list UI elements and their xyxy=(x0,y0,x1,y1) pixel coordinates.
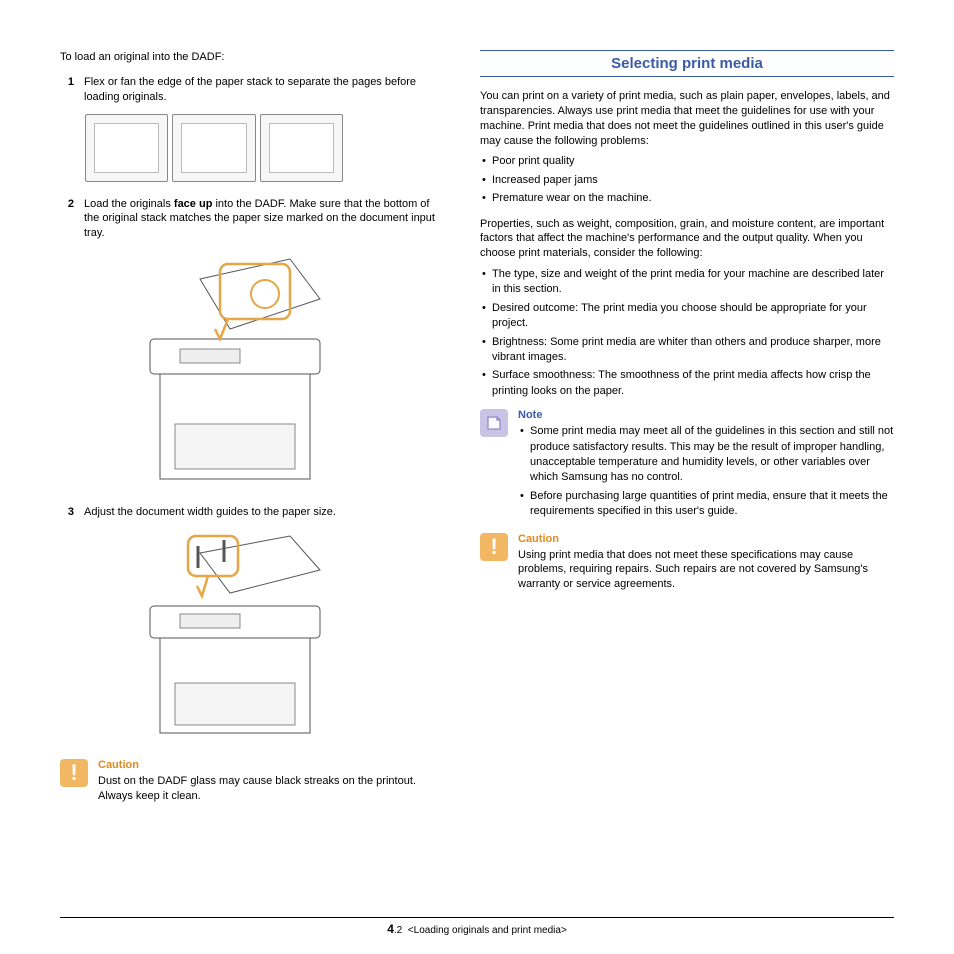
intro-text: To load an original into the DADF: xyxy=(60,50,440,65)
page: To load an original into the DADF: 1 Fle… xyxy=(0,0,954,836)
note-icon xyxy=(480,409,508,437)
caution-icon: ! xyxy=(480,533,508,561)
step-1: 1 Flex or fan the edge of the paper stac… xyxy=(60,75,440,105)
problem-list: Poor print quality Increased paper jams … xyxy=(480,154,894,206)
caution-text: Using print media that does not meet the… xyxy=(518,548,894,593)
caution-icon: ! xyxy=(60,759,88,787)
step-text: Adjust the document width guides to the … xyxy=(84,505,440,520)
footer-label: <Loading originals and print media> xyxy=(408,925,567,936)
step-number: 3 xyxy=(60,505,74,520)
step-number: 2 xyxy=(60,197,74,242)
list-item: Increased paper jams xyxy=(480,173,894,188)
step-2: 2 Load the originals face up into the DA… xyxy=(60,197,440,242)
list-item: Before purchasing large quantities of pr… xyxy=(518,489,894,520)
list-item: The type, size and weight of the print m… xyxy=(480,267,894,298)
page-number: .2 xyxy=(394,925,402,936)
step-text: Load the originals face up into the DADF… xyxy=(84,197,440,242)
list-item: Brightness: Some print media are whiter … xyxy=(480,335,894,366)
step-number: 1 xyxy=(60,75,74,105)
list-item: Some print media may meet all of the gui… xyxy=(518,424,894,486)
page-footer: 4.2 <Loading originals and print media> xyxy=(60,917,894,936)
caution-title: Caution xyxy=(98,759,440,771)
caution-callout-right: ! Caution Using print media that does no… xyxy=(480,533,894,595)
list-item: Poor print quality xyxy=(480,154,894,169)
illustration-fan-paper xyxy=(84,113,344,183)
consider-list: The type, size and weight of the print m… xyxy=(480,267,894,399)
illustration-printer-load xyxy=(120,249,350,489)
step-3: 3 Adjust the document width guides to th… xyxy=(60,505,440,520)
caution-callout-left: ! Caution Dust on the DADF glass may cau… xyxy=(60,759,440,806)
paragraph-2: Properties, such as weight, composition,… xyxy=(480,217,894,262)
note-callout: Note Some print media may meet all of th… xyxy=(480,409,894,522)
caution-text: Dust on the DADF glass may cause black s… xyxy=(98,774,440,804)
list-item: Surface smoothness: The smoothness of th… xyxy=(480,368,894,399)
left-column: To load an original into the DADF: 1 Fle… xyxy=(60,50,440,816)
chapter-number: 4 xyxy=(387,922,394,936)
illustration-printer-guides xyxy=(120,528,350,743)
step-text: Flex or fan the edge of the paper stack … xyxy=(84,75,440,105)
right-column: Selecting print media You can print on a… xyxy=(480,50,894,816)
list-item: Premature wear on the machine. xyxy=(480,191,894,206)
note-title: Note xyxy=(518,409,894,421)
list-item: Desired outcome: The print media you cho… xyxy=(480,301,894,332)
section-heading: Selecting print media xyxy=(480,50,894,77)
caution-title: Caution xyxy=(518,533,894,545)
paragraph-1: You can print on a variety of print medi… xyxy=(480,89,894,148)
note-list: Some print media may meet all of the gui… xyxy=(518,424,894,519)
